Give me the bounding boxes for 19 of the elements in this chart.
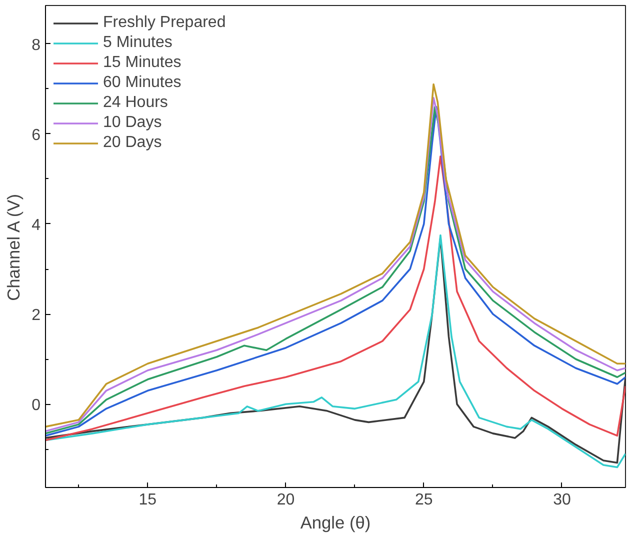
x-axis-title: Angle (θ) bbox=[300, 512, 371, 532]
legend-label: 5 Minutes bbox=[103, 34, 172, 52]
line-series bbox=[46, 156, 626, 442]
y-tick-label: 0 bbox=[32, 397, 41, 414]
y-tick-label: 6 bbox=[32, 126, 41, 144]
y-tick-label: 2 bbox=[32, 307, 41, 324]
y-tick-label: 8 bbox=[32, 36, 41, 54]
y-axis-title: Channel A (V) bbox=[4, 194, 24, 301]
legend-label: Freshly Prepared bbox=[103, 14, 226, 32]
x-tick-label: 20 bbox=[276, 492, 295, 508]
legend-label: 10 Days bbox=[103, 114, 162, 132]
x-tick-label: 30 bbox=[553, 492, 571, 508]
x-tick-label: 15 bbox=[138, 492, 157, 508]
legend-label: 15 Minutes bbox=[103, 54, 182, 72]
legend-label: 24 Hours bbox=[103, 94, 168, 112]
x-tick-label: 25 bbox=[414, 492, 433, 508]
legend-label: 20 Days bbox=[103, 134, 162, 152]
legend-label: 60 Minutes bbox=[103, 74, 182, 92]
y-tick-label: 4 bbox=[32, 216, 41, 234]
